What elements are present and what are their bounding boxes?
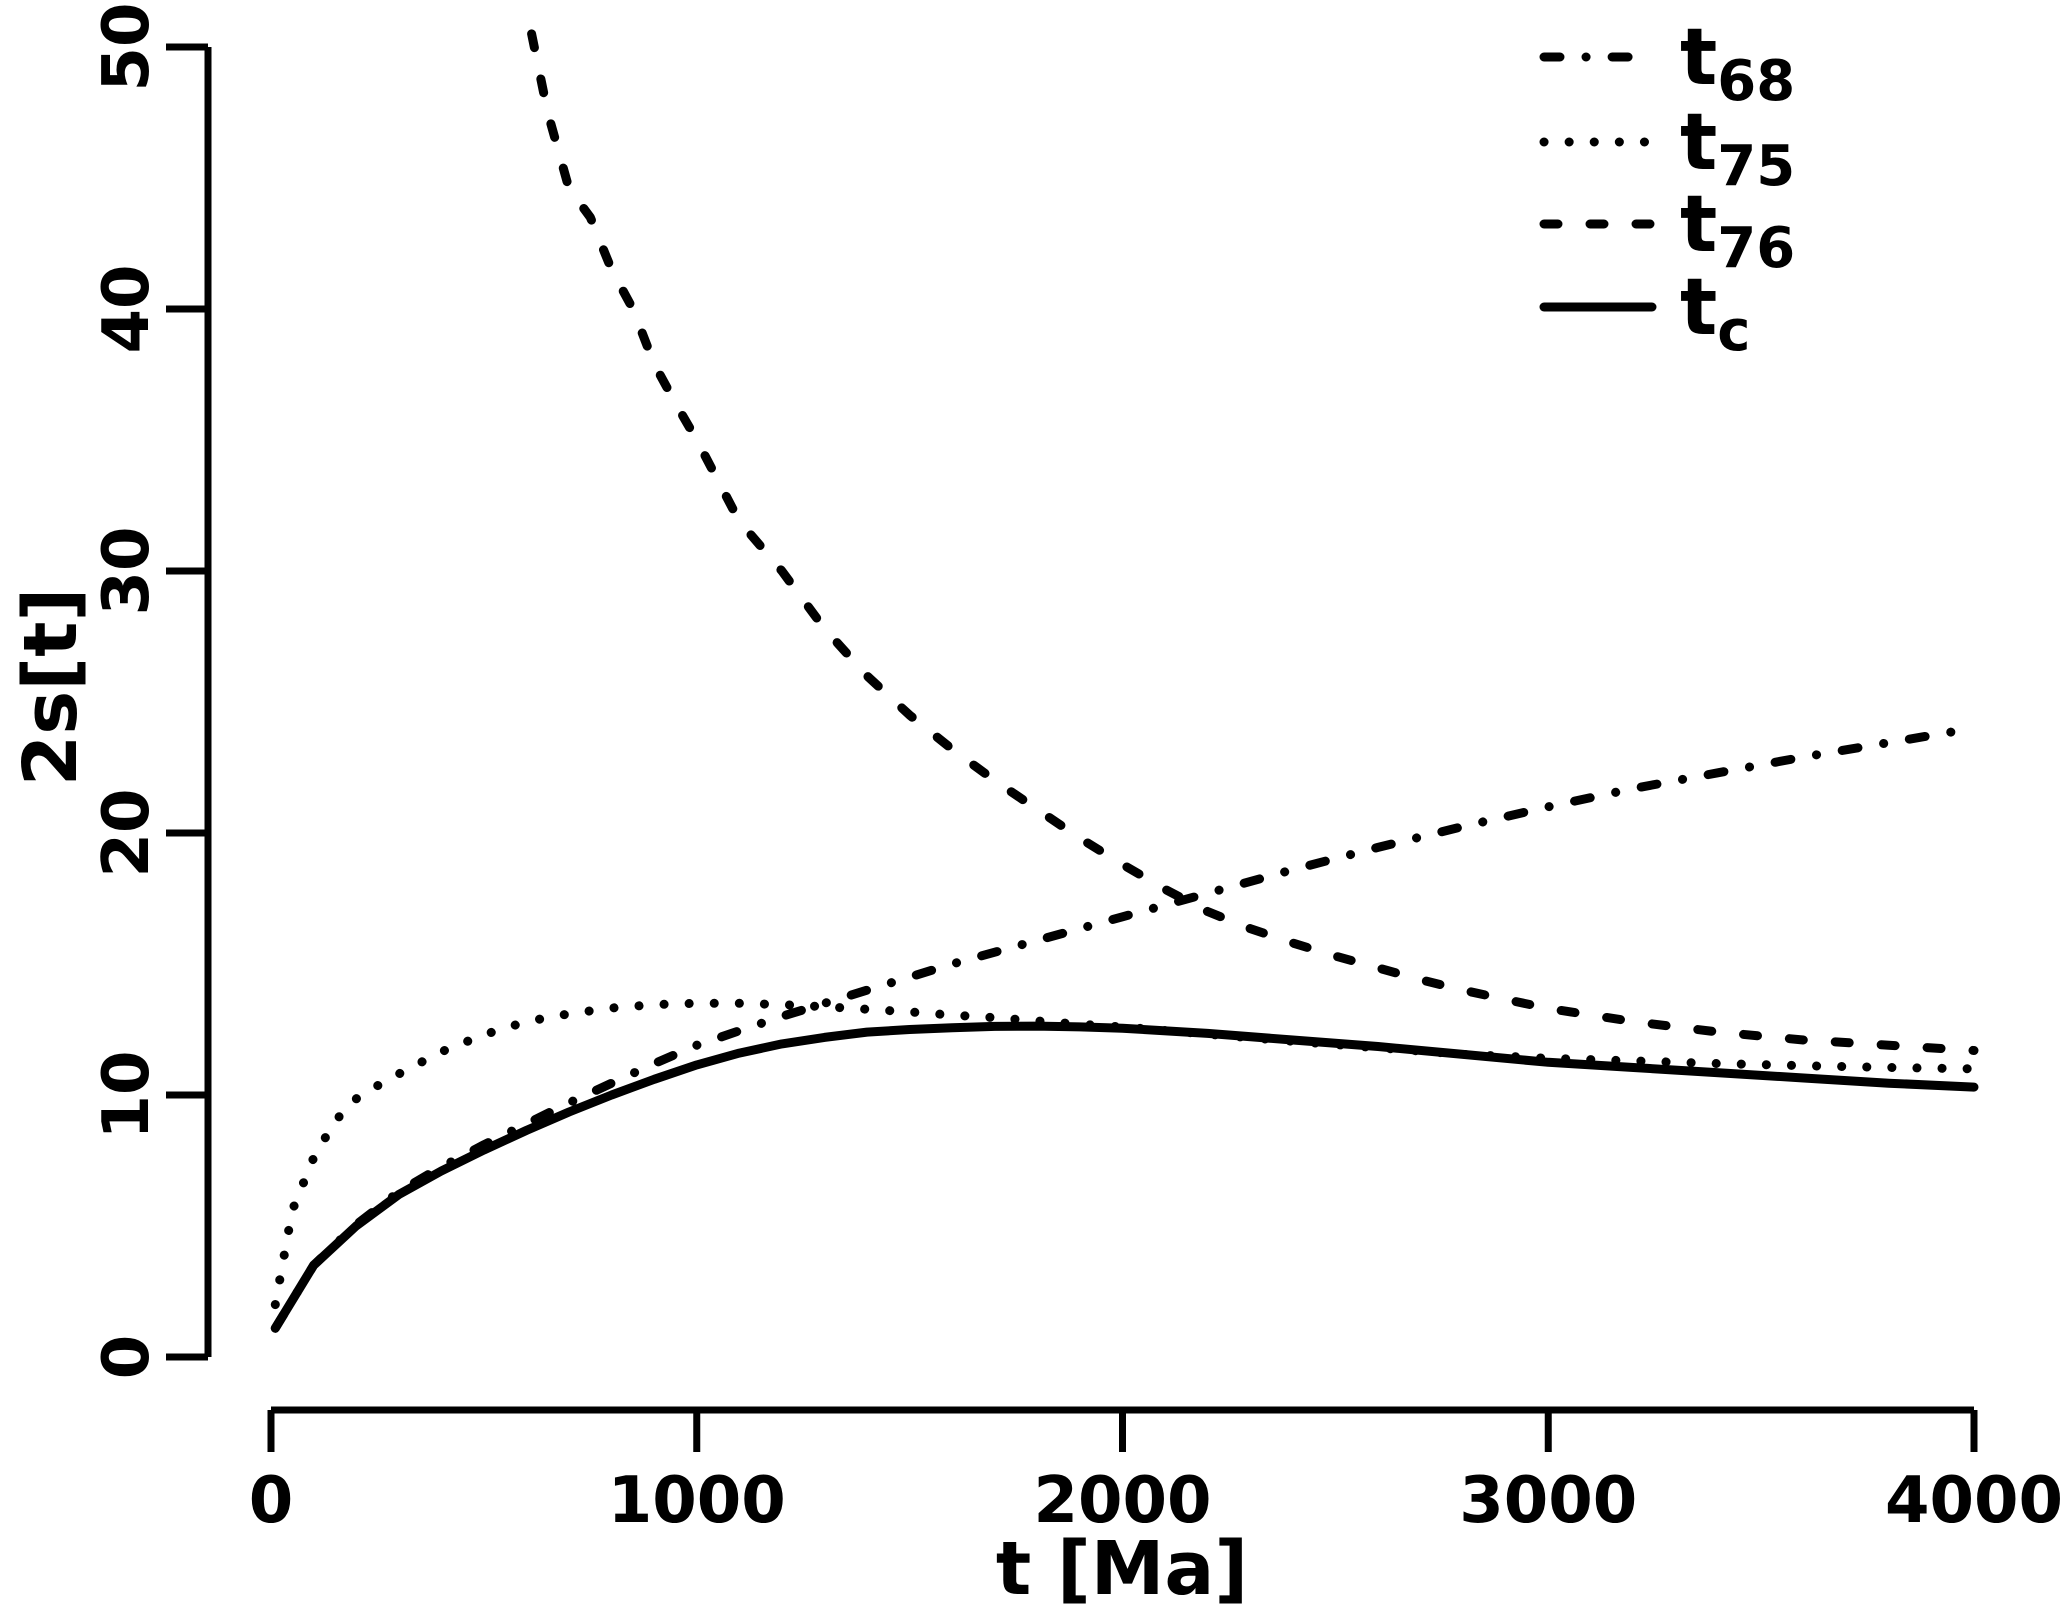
x-tick-label-4000: 4000 [1885, 1464, 2063, 1538]
y-tick-label-20: 20 [90, 788, 164, 877]
x-ticks: 0 1000 2000 3000 4000 [249, 1410, 2063, 1538]
x-tick-label-1000: 1000 [608, 1464, 786, 1538]
x-tick-label-0: 0 [249, 1464, 294, 1538]
x-tick-label-3000: 3000 [1459, 1464, 1637, 1538]
legend-entry-t75: t75 [1539, 98, 1795, 199]
legend-entry-tc: tc [1539, 263, 1751, 364]
curve-t76 [527, 29, 1979, 1055]
legend-label-t76: t76 [1680, 180, 1795, 281]
legend-entry-t68: t68 [1539, 13, 1795, 114]
curve-tc [270, 1021, 1979, 1333]
y-axis-title: 2s[t] [8, 588, 94, 787]
y-tick-label-0: 0 [90, 1335, 164, 1380]
y-ticks: 0 10 20 30 40 50 [90, 2, 208, 1379]
y-tick-label-30: 30 [90, 526, 164, 615]
curve-t75 [270, 998, 1979, 1310]
y-tick-label-10: 10 [90, 1050, 164, 1139]
x-axis: 0 1000 2000 3000 4000 t [Ma] [249, 1406, 2063, 1612]
y-tick-label-40: 40 [90, 264, 164, 353]
legend-label-t68: t68 [1680, 13, 1795, 114]
x-axis-title: t [Ma] [996, 1526, 1248, 1612]
curve-t68 [270, 723, 1979, 1333]
y-tick-label-50: 50 [90, 2, 164, 91]
y-axis: 0 10 20 30 40 50 2s[t] [8, 2, 212, 1379]
legend-entry-t76: t76 [1539, 180, 1795, 281]
legend-label-tc: tc [1680, 263, 1751, 364]
curves [270, 29, 1979, 1333]
x-tick-label-2000: 2000 [1033, 1464, 1211, 1538]
legend-label-t75: t75 [1680, 98, 1795, 199]
